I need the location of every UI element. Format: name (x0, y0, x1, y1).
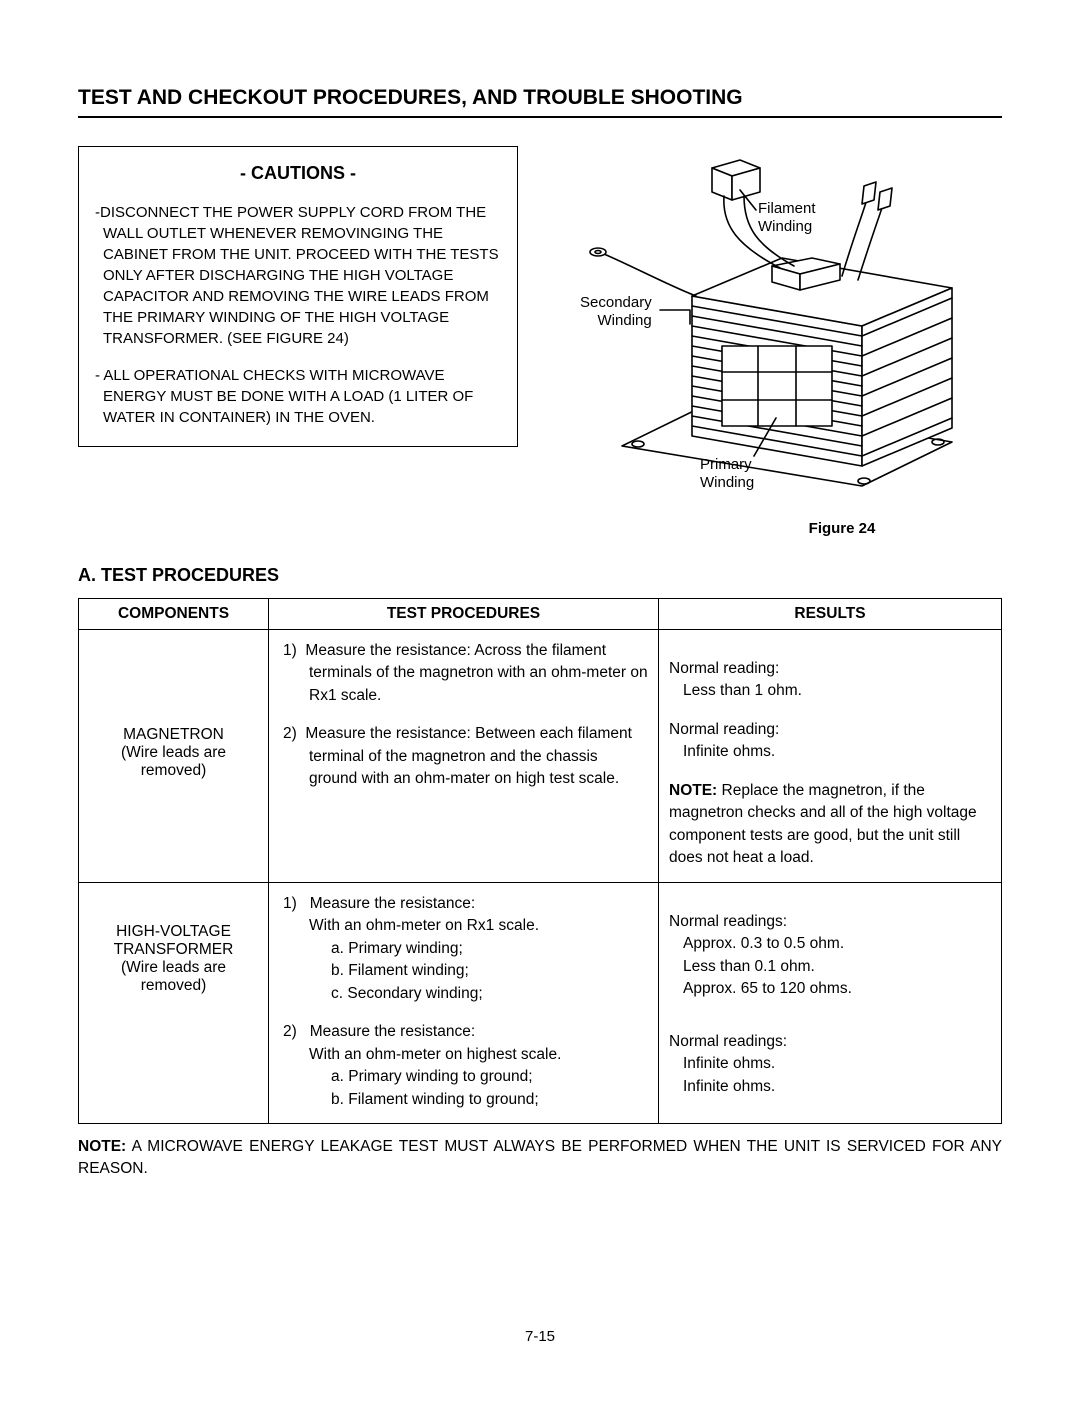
test-subitem: b. Filament winding to ground; (283, 1089, 648, 1111)
page-number: 7-15 (0, 1328, 1080, 1345)
footer-note: NOTE: A MICROWAVE ENERGY LEAKAGE TEST MU… (78, 1136, 1002, 1181)
table-row: HIGH-VOLTAGE TRANSFORMER (Wire leads are… (79, 882, 1002, 1123)
test-item: 2) Measure the resistance: Between each … (283, 723, 648, 790)
test-subitem: b. Filament winding; (283, 960, 648, 982)
figure-label-secondary: Secondary Winding (580, 294, 652, 330)
result-lead: Normal reading: (669, 658, 991, 680)
result-line: Approx. 65 to 120 ohms. (669, 978, 991, 1000)
figure-label-primary: Primary Winding (700, 456, 754, 492)
cautions-heading: - CAUTIONS - (95, 163, 501, 184)
figure-caption: Figure 24 (809, 520, 876, 537)
result-line: Less than 1 ohm. (669, 680, 991, 702)
cautions-box: - CAUTIONS - -DISCONNECT THE POWER SUPPL… (78, 146, 518, 447)
test-item: 1) Measure the resistance: With an ohm-m… (283, 893, 648, 938)
result-note: NOTE: Replace the magnetron, if the magn… (669, 780, 991, 870)
result-lead: Normal readings: (669, 911, 991, 933)
top-row: - CAUTIONS - -DISCONNECT THE POWER SUPPL… (78, 146, 1002, 537)
cautions-item-1: -DISCONNECT THE POWER SUPPLY CORD FROM T… (95, 202, 501, 349)
col-header-results: RESULTS (659, 599, 1002, 630)
result-lead: Normal reading: (669, 719, 991, 741)
component-name: MAGNETRON (Wire leads are removed) (89, 726, 258, 780)
result-line: Approx. 0.3 to 0.5 ohm. (669, 933, 991, 955)
table-row: MAGNETRON (Wire leads are removed) 1) Me… (79, 630, 1002, 883)
col-header-tests: TEST PROCEDURES (269, 599, 659, 630)
tests-cell-magnetron: 1) Measure the resistance: Across the fi… (269, 630, 659, 883)
col-header-components: COMPONENTS (79, 599, 269, 630)
test-subitem: a. Primary winding; (283, 938, 648, 960)
result-lead: Normal readings: (669, 1031, 991, 1053)
result-line: Infinite ohms. (669, 1076, 991, 1098)
component-cell-transformer: HIGH-VOLTAGE TRANSFORMER (Wire leads are… (79, 882, 269, 1123)
result-line: Less than 0.1 ohm. (669, 956, 991, 978)
figure-label-filament: Filament Winding (758, 200, 816, 236)
title-rule (78, 116, 1002, 118)
procedures-table: COMPONENTS TEST PROCEDURES RESULTS MAGNE… (78, 598, 1002, 1124)
test-subitem: a. Primary winding to ground; (283, 1066, 648, 1088)
footer-note-text: A MICROWAVE ENERGY LEAKAGE TEST MUST ALW… (78, 1138, 1002, 1177)
test-subitem: c. Secondary winding; (283, 983, 648, 1005)
table-header-row: COMPONENTS TEST PROCEDURES RESULTS (79, 599, 1002, 630)
result-line: Infinite ohms. (669, 741, 991, 763)
tests-cell-transformer: 1) Measure the resistance: With an ohm-m… (269, 882, 659, 1123)
cautions-item-2: - ALL OPERATIONAL CHECKS WITH MICROWAVE … (95, 365, 501, 428)
page-title: TEST AND CHECKOUT PROCEDURES, AND TROUBL… (78, 86, 1002, 110)
section-heading: A. TEST PROCEDURES (78, 565, 1002, 586)
component-name: HIGH-VOLTAGE TRANSFORMER (Wire leads are… (89, 923, 258, 995)
test-item: 2) Measure the resistance: With an ohm-m… (283, 1021, 648, 1066)
result-line: Infinite ohms. (669, 1053, 991, 1075)
figure-column: Filament Winding Secondary Winding Prima… (542, 146, 1002, 537)
results-cell-transformer: Normal readings: Approx. 0.3 to 0.5 ohm.… (659, 882, 1002, 1123)
transformer-figure: Filament Winding Secondary Winding Prima… (562, 146, 982, 516)
footer-note-lead: NOTE: (78, 1138, 126, 1155)
results-cell-magnetron: Normal reading: Less than 1 ohm. Normal … (659, 630, 1002, 883)
test-item: 1) Measure the resistance: Across the fi… (283, 640, 648, 707)
component-cell-magnetron: MAGNETRON (Wire leads are removed) (79, 630, 269, 883)
